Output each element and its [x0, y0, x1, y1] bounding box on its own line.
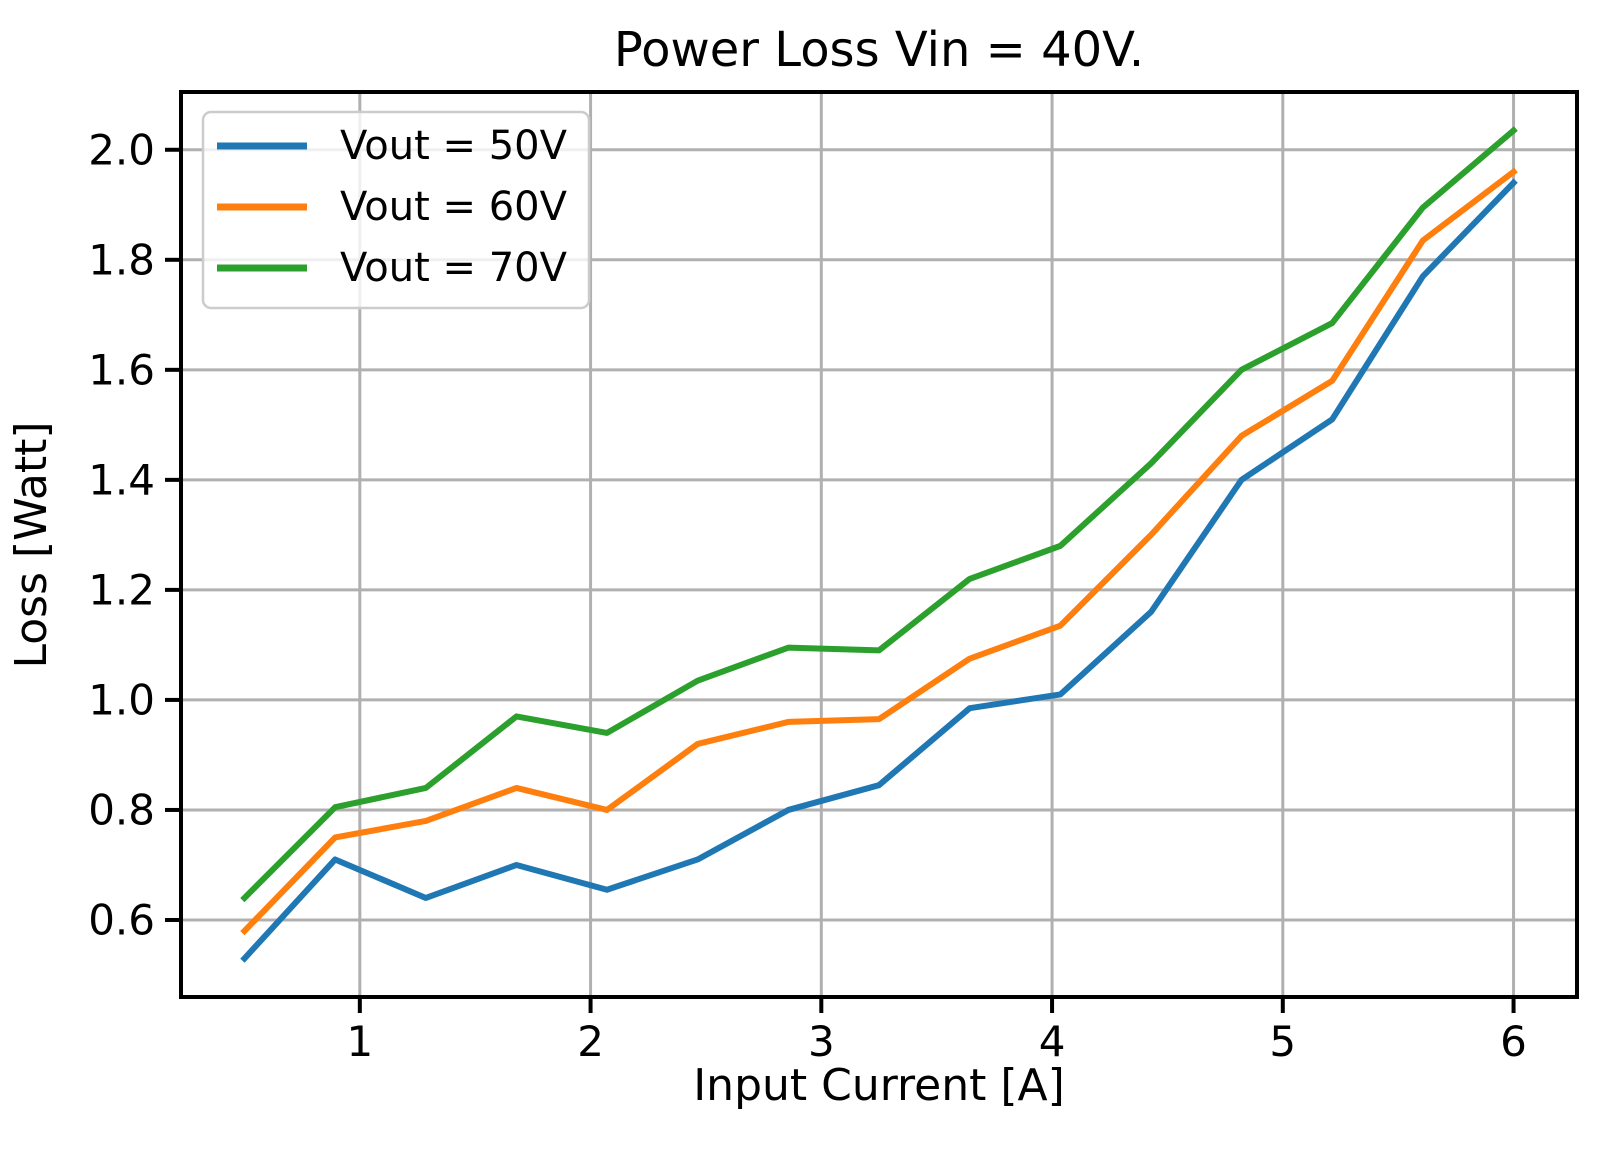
- y-tick-label: 1.0: [88, 675, 155, 724]
- gridlines: [181, 92, 1577, 997]
- legend: Vout = 50V Vout = 60V Vout = 70V: [201, 110, 591, 310]
- x-tick-label: 3: [808, 1017, 835, 1066]
- axis-ticks: 1 2 3 4 5 6 0.6 0.8 1.0 1.2 1.4 1.6 1.8 2.0: [88, 125, 1527, 1066]
- x-tick-label: 6: [1500, 1017, 1527, 1066]
- y-tick-label: 1.2: [88, 565, 155, 614]
- legend-item-vout-60v: Vout = 60V: [217, 184, 568, 230]
- y-tick-label: 1.8: [88, 235, 155, 284]
- y-tick-label: 2.0: [88, 125, 155, 174]
- x-axis-label: Input Current [A]: [693, 1060, 1065, 1111]
- series-line-vout-70v: [240, 126, 1518, 903]
- y-axis-label: Loss [Watt]: [6, 422, 57, 669]
- legend-label: Vout = 50V: [340, 123, 568, 169]
- legend-label: Vout = 60V: [340, 184, 568, 230]
- legend-label: Vout = 70V: [340, 245, 568, 291]
- legend-box: [201, 110, 591, 310]
- x-tick-label: 5: [1269, 1017, 1296, 1066]
- data-series: [240, 126, 1518, 963]
- chart-title: Power Loss Vin = 40V.: [614, 22, 1144, 78]
- y-tick-label: 0.6: [88, 895, 155, 944]
- y-tick-label: 1.4: [88, 455, 155, 504]
- y-tick-label: 1.6: [88, 345, 155, 394]
- legend-item-vout-70v: Vout = 70V: [217, 245, 568, 291]
- series-line-vout-50v: [240, 178, 1518, 963]
- plot-border: [179, 90, 1579, 999]
- x-tick-label: 4: [1039, 1017, 1066, 1066]
- y-tick-label: 0.8: [88, 785, 155, 834]
- legend-item-vout-50v: Vout = 50V: [217, 123, 568, 169]
- series-line-vout-60v: [240, 167, 1518, 936]
- x-tick-label: 2: [577, 1017, 604, 1066]
- x-tick-label: 1: [346, 1017, 373, 1066]
